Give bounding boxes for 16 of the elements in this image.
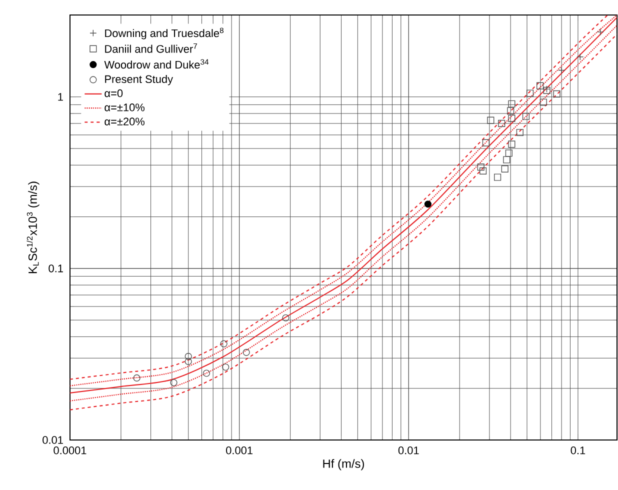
- legend-label: Present Study: [105, 74, 174, 86]
- legend-label: Woodrow and Duke$^{34}$: [104, 59, 209, 69]
- legend-label: α=±20%: [104, 118, 144, 126]
- x-tick-label: 0.1: [570, 446, 586, 454]
- y-tick-label: 0.1: [48, 264, 63, 272]
- y-tick-label: 0.01: [42, 436, 63, 444]
- legend-label: α=0: [104, 89, 123, 98]
- y-tick-label: 1: [58, 93, 63, 101]
- x-tick-label: 0.001: [226, 446, 252, 454]
- legend-label: Daniil and Gulliver$^{7}$: [105, 43, 198, 53]
- x-axis-title: Hf (m/s): [323, 459, 364, 470]
- x-tick-label: 0.0001: [54, 446, 86, 454]
- legend-label: Downing and Truesdale$^{8}$: [105, 28, 224, 40]
- y-axis-title: K$_{L}$Sc$^{1/2}$x10$^{3}$ (m/s): [26, 182, 40, 274]
- x-tick-label: 0.01: [398, 446, 419, 454]
- legend-label: α=±10%: [104, 104, 144, 112]
